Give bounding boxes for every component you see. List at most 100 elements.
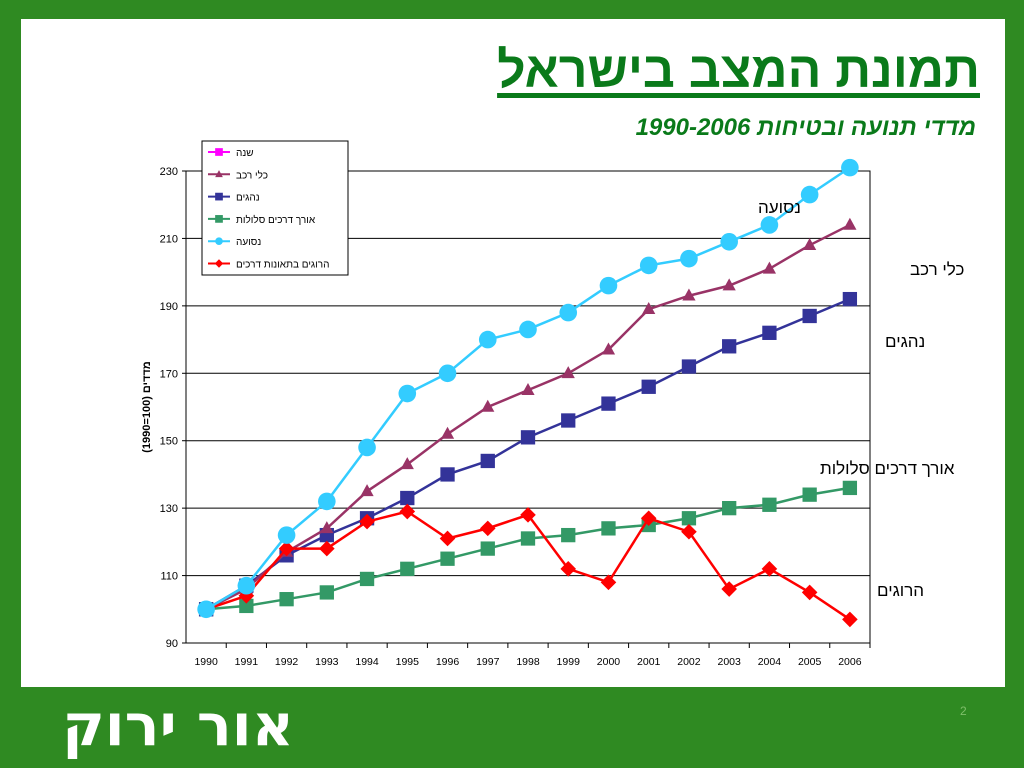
x-tick-label: 2005 — [798, 656, 822, 668]
data-point — [841, 158, 859, 177]
data-point — [520, 430, 536, 445]
data-point — [215, 170, 223, 178]
slide-subtitle: מדדי תנועה ובטיחות 1990-2006 — [635, 114, 976, 141]
data-point — [319, 585, 334, 600]
data-point — [400, 561, 415, 576]
data-point — [520, 531, 536, 546]
data-point — [197, 600, 215, 619]
x-tick-label: 2002 — [677, 656, 701, 668]
y-tick-label: 210 — [160, 233, 178, 245]
y-tick-label: 130 — [160, 503, 178, 515]
data-point — [277, 526, 296, 544]
data-point — [358, 438, 376, 457]
legend-label: אורך דרכים סלולות — [236, 214, 316, 226]
x-tick-label: 1992 — [275, 656, 299, 668]
data-point — [519, 320, 537, 339]
data-point — [601, 396, 616, 411]
page-number: 2 — [960, 704, 967, 718]
data-point — [842, 291, 858, 307]
data-point — [561, 527, 576, 543]
data-point — [762, 497, 777, 512]
data-point — [318, 492, 336, 511]
data-point — [440, 467, 455, 482]
data-point — [481, 399, 495, 412]
series-label: נהגים — [885, 332, 925, 351]
data-point — [720, 233, 738, 251]
data-point — [360, 484, 374, 497]
x-tick-label: 1995 — [396, 656, 420, 668]
data-point — [680, 249, 698, 268]
data-point — [722, 500, 737, 516]
y-tick-label: 190 — [160, 301, 178, 313]
data-point — [682, 288, 696, 301]
data-point — [320, 521, 334, 534]
legend-label: שנה — [236, 148, 254, 159]
data-point — [800, 185, 819, 204]
data-point — [215, 237, 223, 246]
data-point — [480, 541, 495, 556]
data-point — [439, 530, 456, 547]
series-label: נסועה — [758, 198, 801, 217]
data-point — [601, 521, 616, 536]
legend-label: נסועה — [236, 237, 261, 248]
data-point — [640, 510, 657, 527]
data-point — [440, 551, 455, 566]
x-tick-label: 1996 — [436, 656, 460, 668]
data-point — [722, 278, 736, 291]
data-point — [438, 364, 457, 383]
data-point — [802, 308, 817, 324]
data-point — [215, 148, 223, 156]
data-point — [681, 511, 697, 526]
data-point — [400, 457, 414, 470]
data-point — [440, 426, 455, 439]
data-point — [760, 216, 779, 234]
or-yarok-logo: אור ירוק — [62, 691, 294, 759]
y-tick-label: 110 — [160, 571, 178, 583]
data-point — [681, 523, 697, 540]
data-point — [520, 507, 536, 523]
data-point — [561, 366, 575, 379]
legend-box — [201, 140, 349, 276]
data-point — [479, 520, 496, 537]
slide-title: תמונת המצב בישראל — [497, 42, 980, 98]
x-tick-label: 1991 — [235, 656, 259, 668]
data-point — [681, 359, 697, 374]
series-label: הרוגים — [877, 581, 924, 600]
x-tick-label: 2001 — [637, 656, 661, 668]
y-tick-label: 170 — [160, 368, 178, 380]
data-point — [642, 302, 656, 315]
data-point — [559, 303, 578, 322]
x-tick-label: 1990 — [194, 656, 218, 668]
data-point — [399, 503, 416, 520]
data-point — [721, 581, 737, 597]
data-point — [359, 513, 375, 530]
y-tick-label: 90 — [166, 638, 178, 650]
data-point — [359, 571, 375, 587]
x-tick-label: 1999 — [557, 656, 581, 668]
data-point — [561, 413, 576, 428]
data-point — [600, 574, 617, 591]
data-point — [842, 480, 858, 496]
legend-label: נהגים — [236, 193, 260, 204]
x-tick-label: 2004 — [758, 656, 782, 668]
data-point — [398, 384, 417, 403]
data-point — [641, 379, 656, 394]
data-point — [560, 561, 577, 577]
x-tick-label: 1997 — [476, 656, 500, 668]
data-point — [215, 215, 223, 223]
data-point — [762, 261, 777, 274]
x-tick-label: 1993 — [315, 656, 339, 668]
data-point — [319, 540, 335, 557]
series-label: כלי רכב — [910, 260, 964, 279]
data-point — [599, 276, 618, 295]
data-point — [639, 256, 658, 275]
x-tick-label: 2006 — [838, 656, 862, 668]
data-point — [278, 540, 295, 557]
data-point — [843, 217, 857, 230]
y-tick-label: 230 — [160, 166, 178, 178]
data-point — [761, 561, 778, 577]
data-point — [239, 598, 254, 614]
y-tick-label: 150 — [160, 436, 178, 448]
logo-text: אור ירוק — [62, 691, 294, 759]
